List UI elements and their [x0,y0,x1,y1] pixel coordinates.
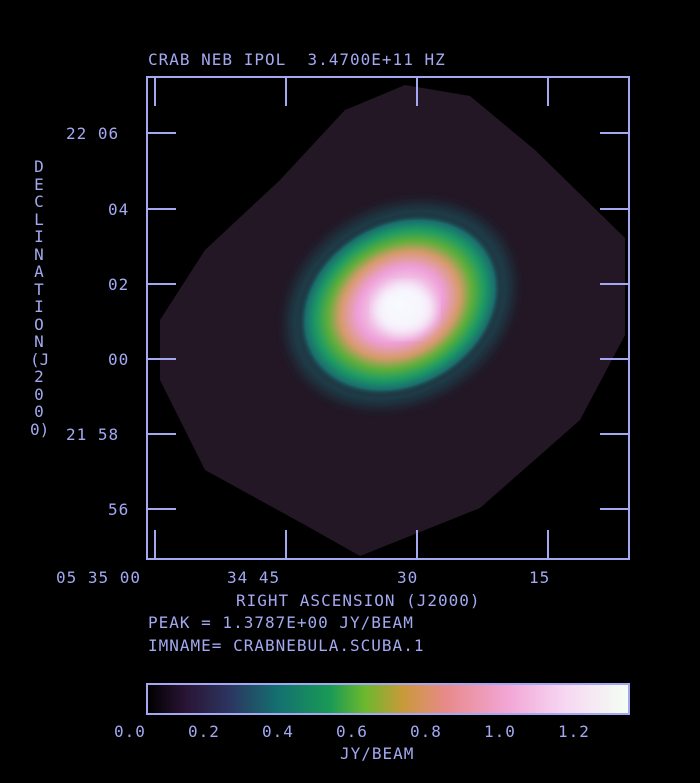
colorbar-tick: 0.2 [188,722,220,741]
y-tick: 00 [108,350,130,369]
y-tick: 21 58 [66,425,120,444]
colorbar-label: JY/BEAM [340,744,415,763]
plot-frame [146,76,630,560]
x-tick: 30 [397,568,419,587]
colorbar [146,683,630,715]
colorbar-tick: 0.6 [336,722,368,741]
peak-text: PEAK = 1.3787E+00 JY/BEAM [148,613,414,632]
y-tick: 04 [108,200,130,219]
x-tick: 15 [529,568,551,587]
x-tick: 05 35 00 [56,568,142,587]
y-tick: 22 06 [66,124,120,143]
x-tick: 34 45 [227,568,281,587]
plot-title: CRAB NEB IPOL 3.4700E+11 HZ [148,50,446,69]
colorbar-tick: 1.2 [558,722,590,741]
colorbar-tick: 0.8 [410,722,442,741]
colorbar-tick: 1.0 [484,722,516,741]
imname-text: IMNAME= CRABNEBULA.SCUBA.1 [148,636,425,655]
y-axis-label: DECLINATION (J2000) [30,157,50,439]
x-axis-label: RIGHT ASCENSION (J2000) [236,591,481,610]
nebula-core [375,284,435,336]
y-tick: 56 [108,500,130,519]
colorbar-tick: 0.0 [114,722,146,741]
y-tick: 02 [108,275,130,294]
colorbar-tick: 0.4 [262,722,294,741]
